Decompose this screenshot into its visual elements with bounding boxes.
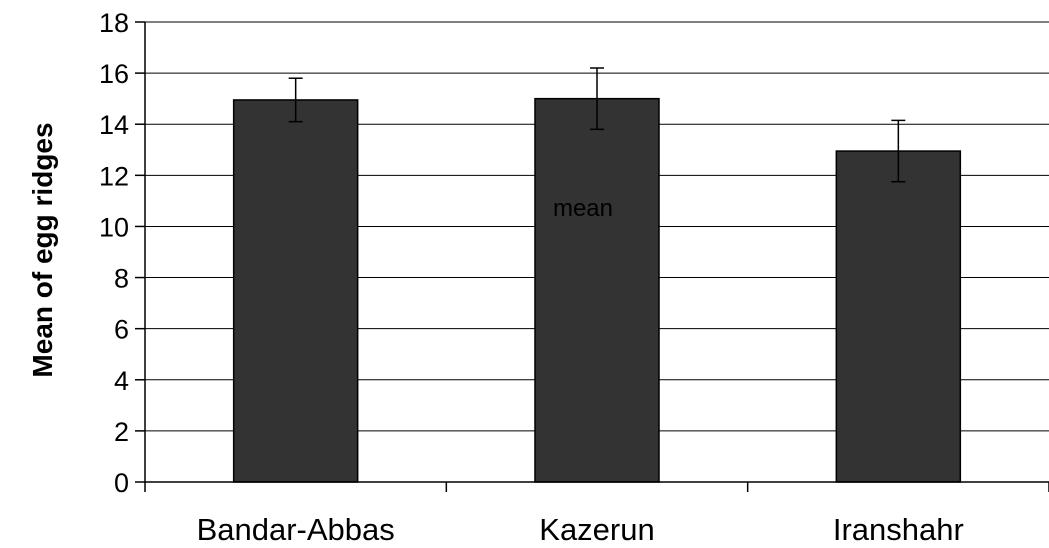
bar [835, 150, 962, 483]
y-tick-label: 16 [99, 59, 129, 89]
y-tick-label: 6 [114, 315, 129, 345]
x-tick-label: Bandar-Abbas [197, 512, 395, 547]
y-tick-label: 2 [114, 417, 129, 447]
bar [534, 97, 660, 483]
x-axis-ticks [144, 482, 1049, 492]
annotation-label: mean [553, 195, 613, 222]
y-tick-label: 10 [99, 212, 129, 242]
y-tick-label: 18 [99, 8, 129, 38]
bars [232, 97, 962, 483]
y-axis-title: Mean of egg ridges [27, 122, 58, 377]
annotations: mean [553, 195, 613, 222]
x-axis-labels: Bandar-Abbas Kazerun Iranshahr [197, 512, 964, 547]
bar [232, 99, 359, 483]
x-tick-label: Kazerun [539, 512, 654, 547]
y-axis-ticks: 0 2 4 6 8 10 12 14 16 18 [99, 8, 145, 498]
y-tick-label: 4 [114, 366, 129, 396]
y-tick-label: 12 [99, 161, 129, 191]
error-bars [288, 67, 906, 183]
y-tick-label: 8 [114, 264, 129, 294]
y-tick-label: 14 [99, 110, 129, 140]
y-tick-label: 0 [114, 468, 129, 498]
x-tick-label: Iranshahr [833, 512, 964, 547]
